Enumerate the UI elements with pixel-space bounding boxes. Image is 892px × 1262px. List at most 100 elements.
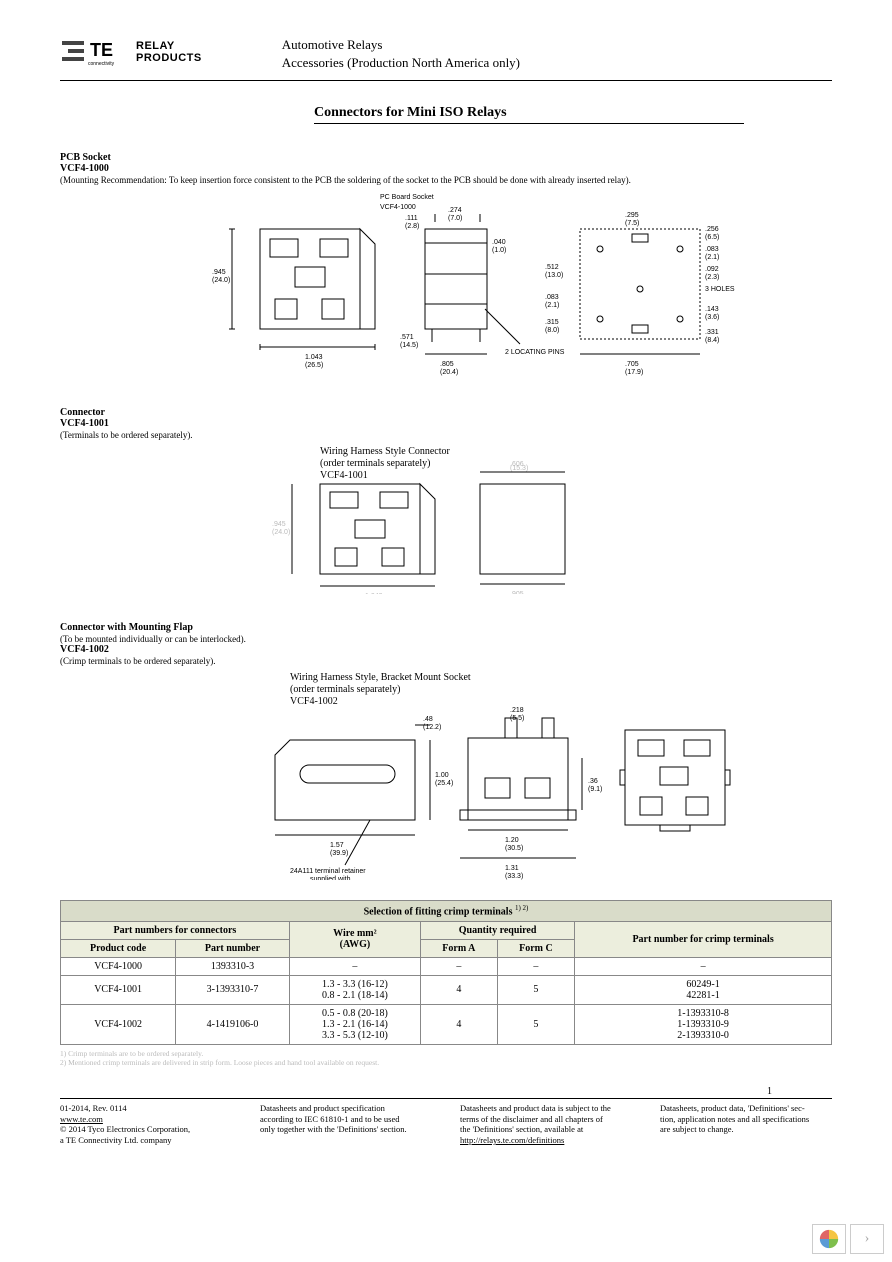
diagram-connector-flap: Wiring Harness Style, Bracket Mount Sock… xyxy=(60,670,780,880)
svg-text:(39.9): (39.9) xyxy=(330,850,348,857)
svg-text:.083: .083 xyxy=(545,294,559,301)
svg-text:(3.6): (3.6) xyxy=(705,314,719,321)
svg-text:.945: .945 xyxy=(212,269,226,276)
svg-text:2 LOCATING PINS: 2 LOCATING PINS xyxy=(505,349,565,356)
svg-text:.512: .512 xyxy=(545,264,559,271)
table-title: Selection of fitting crimp terminals 1) … xyxy=(61,901,832,921)
svg-text:(30.5): (30.5) xyxy=(505,845,523,852)
cell-wire: 0.5 - 0.8 (20-18) 1.3 - 2.1 (16-14) 3.3 … xyxy=(289,1004,420,1044)
th-connectors: Part numbers for connectors xyxy=(61,921,290,939)
pinwheel-icon[interactable] xyxy=(812,1224,846,1254)
svg-text:(20.4): (20.4) xyxy=(440,369,458,376)
logo-block: TE connectivity RELAY PRODUCTS xyxy=(60,36,202,68)
block3-note1: (To be mounted individually or can be in… xyxy=(60,634,832,644)
footer-col4: Datasheets, product data, 'Definitions' … xyxy=(660,1103,832,1146)
cell-partnum: 1393310-3 xyxy=(176,957,290,975)
svg-text:.36: .36 xyxy=(588,778,598,785)
cell-partnum: 3-1393310-7 xyxy=(176,975,290,1004)
svg-text:.48: .48 xyxy=(423,716,433,723)
svg-text:.111: .111 xyxy=(405,215,418,222)
svg-text:.040: .040 xyxy=(492,239,506,246)
svg-text:(26.5): (26.5) xyxy=(305,362,323,369)
th-form-c: Form C xyxy=(497,939,575,957)
svg-text:(2.3): (2.3) xyxy=(705,274,719,281)
diagram-pcb-socket: PC Board Socket VCF4-1000 .945 xyxy=(60,189,780,379)
svg-text:(order terminals separately): (order terminals separately) xyxy=(290,684,401,695)
cell-code: VCF4-1000 xyxy=(61,957,176,975)
crimp-table-section: Selection of fitting crimp terminals 1) … xyxy=(60,900,832,1068)
svg-text:VCF4-1001: VCF4-1001 xyxy=(320,470,368,481)
block-pcb-socket: PCB Socket VCF4-1000 (Mounting Recommend… xyxy=(60,152,832,379)
svg-text:(2.1): (2.1) xyxy=(545,302,559,309)
cell-formc: 5 xyxy=(497,975,575,1004)
th-crimp: Part number for crimp terminals xyxy=(575,921,832,957)
svg-text:(9.1): (9.1) xyxy=(588,786,602,793)
svg-text:supplied with: supplied with xyxy=(310,876,351,880)
svg-text:.315: .315 xyxy=(545,319,559,326)
cell-wire: 1.3 - 3.3 (16-12) 0.8 - 2.1 (18-14) xyxy=(289,975,420,1004)
cell-crimp: 60249-1 42281-1 xyxy=(575,975,832,1004)
svg-text:Wiring Harness Style Connector: Wiring Harness Style Connector xyxy=(320,446,451,457)
th-product-code: Product code xyxy=(61,939,176,957)
svg-text:PC Board Socket: PC Board Socket xyxy=(380,194,434,201)
svg-text:(2.1): (2.1) xyxy=(705,254,719,261)
svg-text:.274: .274 xyxy=(448,207,462,214)
svg-text:.295: .295 xyxy=(625,212,639,219)
block-connector: Connector VCF4-1001 (Terminals to be ord… xyxy=(60,407,832,594)
th-qty: Quantity required xyxy=(421,921,575,939)
cell-crimp: – xyxy=(575,957,832,975)
svg-text:.905: .905 xyxy=(510,591,524,594)
svg-text:.331: .331 xyxy=(705,329,719,336)
th-wire: Wire mm²(AWG) xyxy=(289,921,420,957)
svg-text:(5.5): (5.5) xyxy=(510,715,524,722)
block3-note2: (Crimp terminals to be ordered separatel… xyxy=(60,656,832,666)
cell-formc: 5 xyxy=(497,1004,575,1044)
cell-forma: – xyxy=(421,957,498,975)
svg-text:(6.5): (6.5) xyxy=(705,234,719,241)
cell-wire: – xyxy=(289,957,420,975)
svg-text:(7.0): (7.0) xyxy=(448,215,462,222)
chevron-right-icon[interactable]: › xyxy=(850,1224,884,1254)
svg-text:1.043: 1.043 xyxy=(305,354,323,361)
svg-text:.218: .218 xyxy=(510,707,524,714)
svg-text:.256: .256 xyxy=(705,226,719,233)
cell-forma: 4 xyxy=(421,975,498,1004)
svg-text:(8.0): (8.0) xyxy=(545,327,559,334)
block2-part: VCF4-1001 xyxy=(60,418,832,429)
svg-text:1.043: 1.043 xyxy=(365,593,383,594)
svg-text:1.20: 1.20 xyxy=(505,837,519,844)
crimp-table: Selection of fitting crimp terminals 1) … xyxy=(60,900,832,1044)
footer-col3: Datasheets and product data is subject t… xyxy=(460,1103,632,1146)
cell-crimp: 1-1393310-8 1-1393310-9 2-1393310-0 xyxy=(575,1004,832,1044)
svg-text:.143: .143 xyxy=(705,306,719,313)
diagram-connector: Wiring Harness Style Connector (order te… xyxy=(60,444,780,594)
page-number: 1 xyxy=(767,1086,772,1097)
svg-text:VCF4-1002: VCF4-1002 xyxy=(290,696,338,707)
svg-text:.705: .705 xyxy=(625,361,639,368)
block1-label: PCB Socket xyxy=(60,152,832,163)
block3-label: Connector with Mounting Flap xyxy=(60,622,832,633)
svg-text:.945: .945 xyxy=(272,521,286,528)
table-footnotes: 1) Crimp terminals are to be ordered sep… xyxy=(60,1049,832,1069)
table-row: VCF4-1000 1393310-3 – – – – xyxy=(61,957,832,975)
brand-text: RELAY PRODUCTS xyxy=(136,40,202,64)
svg-text:.805: .805 xyxy=(440,361,454,368)
th-form-a: Form A xyxy=(421,939,498,957)
footer-col2: Datasheets and product specification acc… xyxy=(260,1103,432,1146)
svg-text:(15.3): (15.3) xyxy=(510,465,528,472)
header-title2: Accessories (Production North America on… xyxy=(282,54,520,72)
corner-widget: › xyxy=(812,1224,884,1254)
block1-part: VCF4-1000 xyxy=(60,163,832,174)
svg-text:.571: .571 xyxy=(400,334,414,341)
table-row: VCF4-1001 3-1393310-7 1.3 - 3.3 (16-12) … xyxy=(61,975,832,1004)
table-row: VCF4-1002 4-1419106-0 0.5 - 0.8 (20-18) … xyxy=(61,1004,832,1044)
svg-text:(1.0): (1.0) xyxy=(492,247,506,254)
svg-text:(24.0): (24.0) xyxy=(212,277,230,284)
logo-sub: connectivity xyxy=(88,61,115,67)
cell-formc: – xyxy=(497,957,575,975)
cell-code: VCF4-1002 xyxy=(61,1004,176,1044)
cell-code: VCF4-1001 xyxy=(61,975,176,1004)
cell-partnum: 4-1419106-0 xyxy=(176,1004,290,1044)
footnote1: 1) Crimp terminals are to be ordered sep… xyxy=(60,1049,832,1059)
block2-note: (Terminals to be ordered separately). xyxy=(60,430,832,440)
